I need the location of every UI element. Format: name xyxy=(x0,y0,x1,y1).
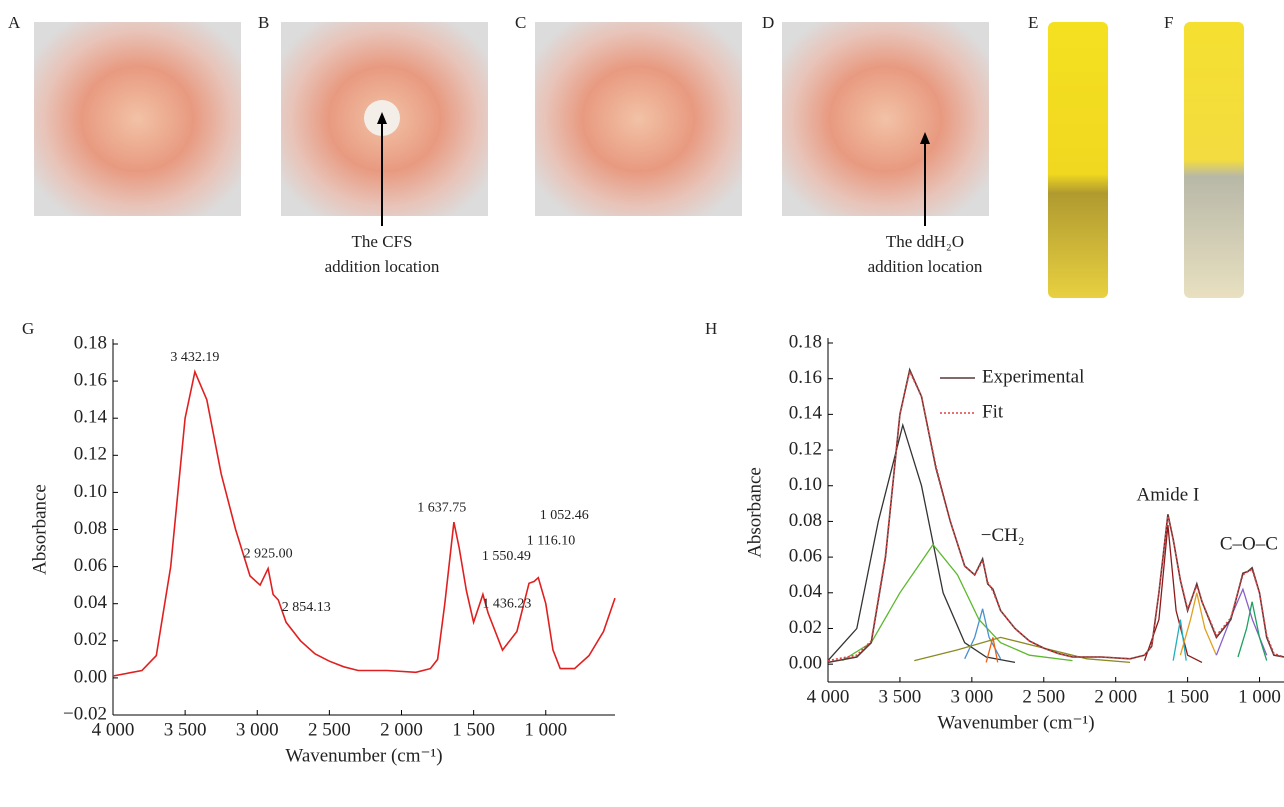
series-line xyxy=(827,367,1284,664)
x-tick-label: 2 000 xyxy=(380,719,423,740)
y-tick-label: 0.04 xyxy=(789,581,823,602)
y-axis-label: Absorbance xyxy=(29,484,50,575)
y-tick-label: 0.08 xyxy=(74,518,107,539)
annotation: −CH₂ xyxy=(981,525,1025,546)
photo-c xyxy=(535,22,742,216)
x-tick-label: 4 000 xyxy=(807,686,850,707)
component-curve xyxy=(1215,587,1268,656)
y-tick-label: 0.14 xyxy=(74,407,108,428)
panel-label: D xyxy=(762,13,774,32)
x-tick-label: 3 000 xyxy=(236,719,279,740)
component-curve xyxy=(1143,524,1203,663)
x-tick-label: 1 500 xyxy=(452,719,495,740)
caption: addition location xyxy=(325,257,440,276)
panel-label: E xyxy=(1028,13,1038,32)
y-tick-label: 0.18 xyxy=(789,331,822,352)
x-tick-label: 2 000 xyxy=(1094,686,1137,707)
y-tick-label: 0.00 xyxy=(74,666,107,687)
photo-a xyxy=(34,22,241,216)
x-tick-label: 2 500 xyxy=(1022,686,1065,707)
legend-label: Experimental xyxy=(982,366,1084,387)
panel-label: G xyxy=(22,319,34,338)
annotation: 1 436.23 xyxy=(482,597,531,612)
photo-d xyxy=(782,22,989,216)
panel-label: H xyxy=(705,319,717,338)
component-curve xyxy=(842,543,1073,662)
component-curve xyxy=(964,608,1002,660)
annotation: 2 854.13 xyxy=(282,600,331,615)
y-tick-label: 0.16 xyxy=(74,369,107,390)
panel-label: A xyxy=(8,13,21,32)
x-tick-label: 3 000 xyxy=(950,686,993,707)
y-tick-label: 0.14 xyxy=(789,403,823,424)
y-tick-label: 0.12 xyxy=(789,438,822,459)
annotation: 1 116.10 xyxy=(527,534,575,549)
y-tick-label: 0.06 xyxy=(74,555,107,576)
panel-label: F xyxy=(1164,13,1173,32)
y-tick-label: 0.12 xyxy=(74,444,107,465)
component-curve xyxy=(1172,619,1187,661)
series-line xyxy=(827,369,1284,662)
x-axis-label: Wavenumber (cm⁻¹) xyxy=(937,712,1094,733)
component-curve xyxy=(1237,601,1268,661)
annotation: 3 432.19 xyxy=(170,350,219,365)
x-tick-label: 2 500 xyxy=(308,719,351,740)
annotation: 1 637.75 xyxy=(417,500,466,515)
y-tick-label: 0.02 xyxy=(789,617,822,638)
caption: The ddH₂O xyxy=(886,232,964,251)
component-curve xyxy=(1179,592,1217,656)
arrow-head xyxy=(377,112,387,124)
photo-e xyxy=(1048,22,1108,298)
component-curve xyxy=(827,422,1016,664)
y-tick-label: 0.04 xyxy=(74,592,108,613)
panel-label: B xyxy=(258,13,269,32)
annotation: 1 550.49 xyxy=(482,549,531,564)
annotation: 1 052.46 xyxy=(540,508,589,523)
x-tick-label: 1 000 xyxy=(1238,686,1281,707)
y-tick-label: 0.10 xyxy=(789,474,822,495)
y-tick-label: 0.10 xyxy=(74,481,107,502)
y-axis-label: Absorbance xyxy=(744,467,765,558)
caption: addition location xyxy=(868,257,983,276)
annotation: Amide I xyxy=(1137,485,1200,506)
x-tick-label: 1 500 xyxy=(1166,686,1209,707)
annotation: 2 925.00 xyxy=(244,547,293,562)
photo-f xyxy=(1184,22,1244,298)
annotation: C–O–C xyxy=(1220,534,1278,555)
component-curve xyxy=(914,636,1131,664)
arrow-head xyxy=(920,132,930,144)
x-tick-label: 3 500 xyxy=(879,686,922,707)
x-axis-label: Wavenumber (cm⁻¹) xyxy=(285,745,442,766)
y-tick-label: −0.02 xyxy=(63,703,107,724)
x-tick-label: 1 000 xyxy=(524,719,567,740)
panel-label: C xyxy=(515,13,526,32)
y-tick-label: 0.06 xyxy=(789,545,822,566)
y-tick-label: 0.02 xyxy=(74,629,107,650)
legend-label: Fit xyxy=(982,401,1004,422)
caption: The CFS xyxy=(352,232,413,251)
series-line xyxy=(112,369,616,677)
y-tick-label: 0.00 xyxy=(789,653,822,674)
y-tick-label: 0.08 xyxy=(789,510,822,531)
y-tick-label: 0.16 xyxy=(789,367,822,388)
component-curve xyxy=(985,637,999,663)
x-tick-label: 3 500 xyxy=(164,719,207,740)
y-tick-label: 0.18 xyxy=(74,332,107,353)
photos: A B C D E F The CFS addition location Th… xyxy=(8,13,1244,298)
x-tick-label: 4 000 xyxy=(92,719,135,740)
